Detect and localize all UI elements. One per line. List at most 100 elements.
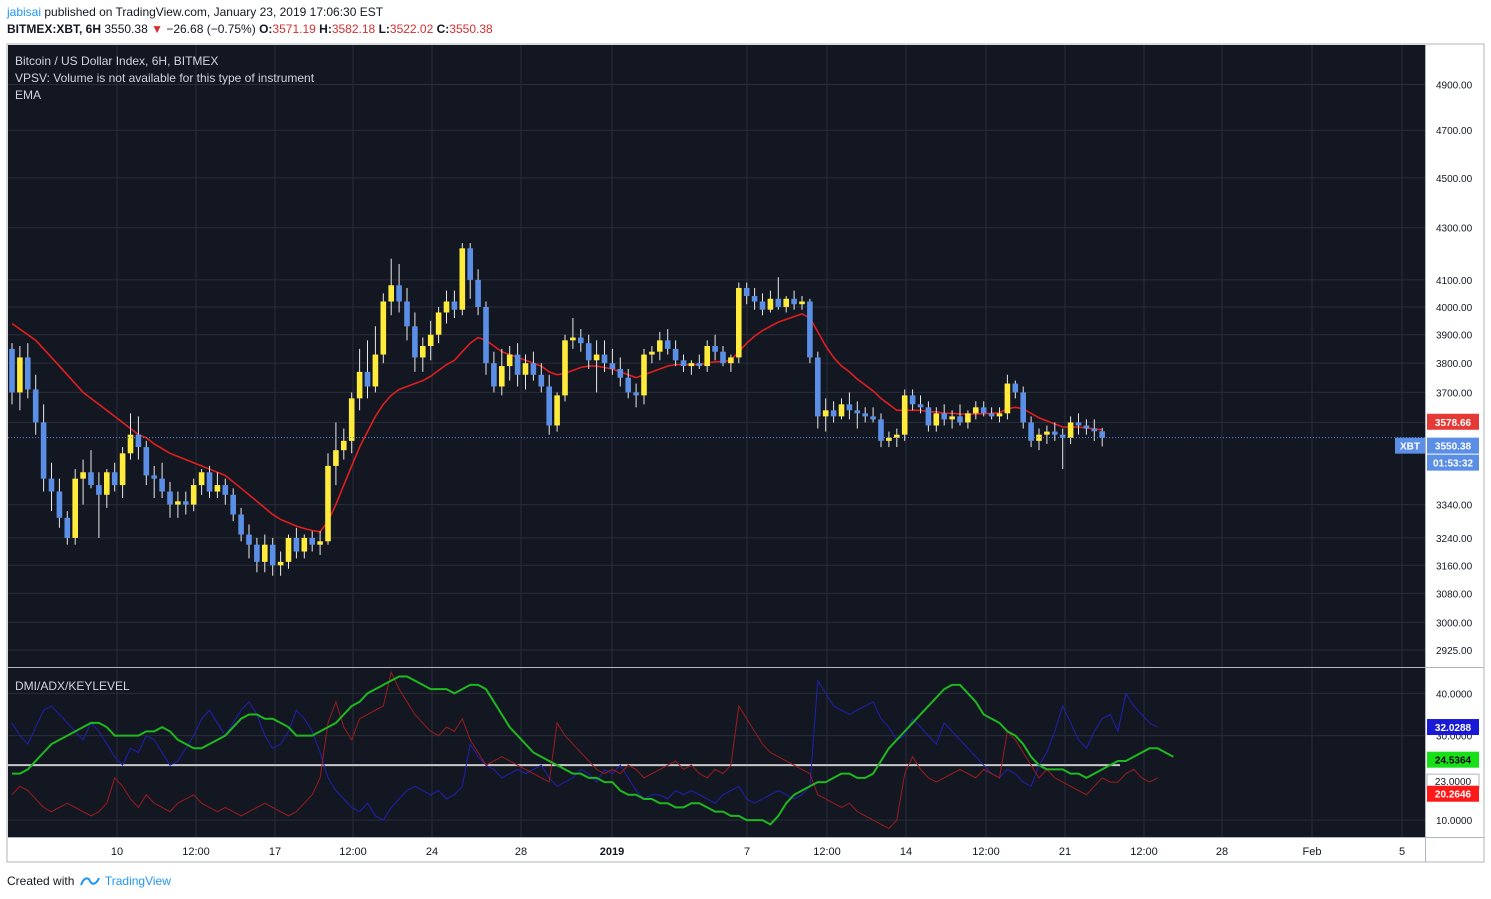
price-tick-label: 4500.00 <box>1436 174 1473 185</box>
time-tick-label: Feb <box>1303 846 1322 858</box>
candle-down <box>980 407 987 414</box>
candle-up <box>1036 434 1042 441</box>
candle-down <box>9 348 15 393</box>
time-tick-label: 12:00 <box>813 846 841 858</box>
candle-up <box>190 485 197 505</box>
candle-down <box>412 326 418 358</box>
candle-down <box>269 544 276 566</box>
adx-tag: 24.5364 <box>1435 756 1472 767</box>
candle-down <box>467 248 473 280</box>
candle-down <box>878 419 884 441</box>
candle-down <box>293 537 300 552</box>
candle-down <box>909 395 916 405</box>
candle-down <box>56 491 63 518</box>
candle-down <box>585 343 592 361</box>
candle-down <box>1052 431 1058 435</box>
candle-up <box>894 434 900 438</box>
di-plus-tag-bg <box>1427 719 1479 736</box>
price-tick-label: 3800.00 <box>1436 359 1473 370</box>
candle-up <box>554 395 560 426</box>
candle-down <box>64 517 71 538</box>
candle-up <box>427 334 434 347</box>
candle-down <box>254 544 260 562</box>
dmi-layer <box>8 670 1174 830</box>
candle-up <box>649 351 655 355</box>
candle-up <box>728 357 734 364</box>
candle-up <box>506 354 513 367</box>
high-label: H: <box>319 22 332 36</box>
candle-down <box>25 357 31 390</box>
candle-up <box>104 472 110 495</box>
time-axis[interactable]: 10 12:00 17 12:00 24 28 2019 7 12:00 14 12:00 21 12:… <box>111 846 1405 858</box>
candle-down <box>96 485 102 495</box>
author-link[interactable]: jabisai <box>7 5 42 19</box>
candle-down <box>1099 431 1105 438</box>
candles-layer <box>8 243 1425 576</box>
candle-up <box>277 561 284 566</box>
symbol-label: BITMEX:XBT, 6H <box>7 22 102 36</box>
candle-up <box>198 472 205 486</box>
time-tick-label: 2019 <box>600 846 624 858</box>
candle-up <box>799 301 805 305</box>
candle-down <box>222 485 229 495</box>
candle-down <box>751 296 758 302</box>
candle-up <box>562 340 568 396</box>
publish-text: published on TradingView.com, January 23… <box>44 5 384 19</box>
time-tick-label: 12:00 <box>339 846 367 858</box>
candle-up <box>317 541 323 545</box>
time-tick-label: 12:00 <box>972 846 1000 858</box>
close-label: C: <box>436 22 450 36</box>
dmi-tick-label: 40.0000 <box>1436 689 1473 700</box>
vpsv-legend: VPSV: Volume is not available for this t… <box>15 71 315 85</box>
candle-up <box>886 437 892 441</box>
di-minus-line <box>11 670 1158 830</box>
price-tick-label: 4700.00 <box>1436 126 1473 137</box>
candle-down <box>712 346 718 352</box>
candle-up <box>657 340 663 352</box>
candle-up <box>1004 383 1011 414</box>
candle-down <box>791 298 797 305</box>
candle-up <box>443 301 450 313</box>
candle-up <box>736 287 742 358</box>
price-tick-label: 4100.00 <box>1436 276 1473 287</box>
tradingview-logo-icon <box>79 877 100 886</box>
candle-down <box>862 413 868 417</box>
di-plus-line <box>11 679 1158 821</box>
candle-down <box>807 301 813 358</box>
candle-up <box>127 434 134 454</box>
candle-up <box>80 472 86 479</box>
candle-down <box>870 416 876 420</box>
price-tick-label: 3240.00 <box>1436 534 1473 545</box>
candle-down <box>48 478 55 492</box>
di-minus-tag-bg <box>1427 785 1479 802</box>
candle-down <box>309 537 315 545</box>
footer: Created with TradingView <box>7 874 171 889</box>
candle-down <box>546 386 552 426</box>
candle-down <box>143 447 150 476</box>
candle-down <box>206 472 213 492</box>
ema-legend: EMA <box>15 88 41 102</box>
candle-up <box>262 544 268 562</box>
candle-up <box>301 537 308 552</box>
close-value: 3550.38 <box>449 22 493 36</box>
candle-down <box>609 363 616 369</box>
candle-up <box>783 298 789 307</box>
low-value: 3522.02 <box>389 22 434 36</box>
candle-down <box>530 363 537 375</box>
ema-price-tag-bg <box>1427 413 1479 430</box>
candle-up <box>965 413 971 423</box>
candle-up <box>435 312 442 335</box>
time-tick-label: 28 <box>1216 846 1228 858</box>
candle-down <box>1091 428 1098 432</box>
candle-down <box>40 422 47 479</box>
candle-down <box>483 306 489 364</box>
last-price: 3550.38 <box>104 22 148 36</box>
price-tick-label: 2925.00 <box>1436 646 1473 657</box>
tradingview-link[interactable]: TradingView <box>104 874 171 888</box>
candle-up <box>688 363 695 367</box>
candle-down <box>957 416 963 423</box>
candle-down <box>396 285 402 302</box>
candle-up <box>341 440 347 451</box>
candle-down <box>815 357 821 417</box>
